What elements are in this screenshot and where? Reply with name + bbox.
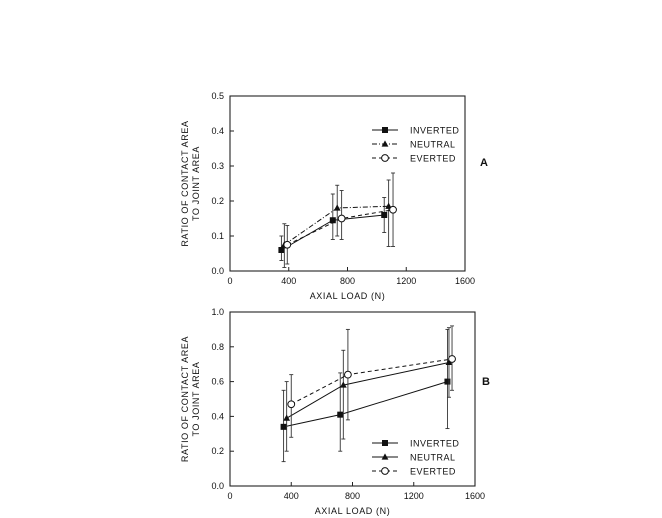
legend-label: NEUTRAL: [410, 140, 456, 150]
data-point: [444, 378, 451, 385]
y-tick-label: 0.4: [211, 411, 224, 421]
y-tick-label: 0.2: [211, 196, 224, 206]
y-axis-title: RATIO OF CONTACT AREA: [180, 120, 190, 246]
x-tick-label: 1600: [465, 491, 485, 501]
data-point: [448, 355, 456, 363]
legend-label: INVERTED: [410, 439, 459, 449]
x-tick-label: 400: [281, 276, 296, 286]
y-tick-label: 0.6: [211, 377, 224, 387]
data-point: [389, 205, 397, 214]
data-point: [344, 370, 352, 379]
data-point: [337, 214, 346, 223]
legend-marker: [381, 154, 389, 162]
data-point: [283, 240, 292, 249]
panel-label: A: [480, 157, 488, 169]
x-tick-label: 400: [284, 491, 299, 501]
series-neutral: [283, 327, 453, 452]
legend-marker: [382, 127, 388, 133]
series-line: [283, 381, 448, 428]
y-axis-title: RATIO OF CONTACT AREA: [180, 336, 190, 462]
data-point: [333, 204, 341, 211]
x-tick-label: 1200: [396, 276, 416, 286]
legend-label: INVERTED: [410, 126, 459, 136]
plot-frame: [229, 95, 466, 272]
y-axis-title: TO JOINT AREA: [191, 362, 201, 437]
data-point: [337, 411, 344, 418]
data-point: [287, 400, 296, 409]
data-point: [339, 381, 347, 388]
x-axis-title: AXIAL LOAD (N): [315, 506, 391, 516]
panel-a-chart: 0 400 800 1200 1600 0.0 0.1 0.2 0.3 0.4 0.5 AXIAL L…: [180, 91, 488, 301]
data-point: [280, 423, 287, 430]
x-tick-label: 800: [345, 491, 360, 501]
data-point: [278, 247, 285, 253]
y-tick-label: 0.5: [211, 91, 224, 101]
x-tick-label: 0: [227, 276, 232, 286]
series-line: [291, 358, 453, 405]
legend-label: NEUTRAL: [410, 453, 456, 463]
legend-label: EVERTED: [410, 467, 456, 477]
panel-b-chart: 0 400 800 1200 1600 0.0 0.2 0.4 0.6 0.8 1.0 AXIAL L…: [180, 307, 490, 516]
legend-marker: [381, 453, 389, 460]
legend-marker: [382, 440, 388, 446]
y-tick-label: 0.0: [211, 266, 224, 276]
x-tick-label: 1600: [455, 276, 475, 286]
series-inverted: [278, 193, 388, 261]
x-tick-label: 1200: [404, 491, 424, 501]
series-line: [286, 361, 450, 419]
y-tick-label: 0.0: [211, 481, 224, 491]
legend-label: EVERTED: [410, 154, 456, 164]
y-tick-label: 0.4: [211, 126, 224, 136]
series-everted: [283, 172, 397, 265]
y-tick-label: 0.2: [211, 446, 224, 456]
x-axis-title: AXIAL LOAD (N): [310, 291, 386, 301]
y-tick-label: 0.8: [211, 342, 224, 352]
legend-marker: [381, 467, 389, 475]
x-tick-label: 0: [227, 491, 232, 501]
y-axis-title: TO JOINT AREA: [191, 146, 201, 221]
data-point: [445, 358, 453, 366]
y-tick-label: 0.3: [211, 161, 224, 171]
data-point: [283, 414, 291, 421]
panel-label: B: [482, 376, 490, 388]
data-point: [381, 212, 388, 218]
series-neutral: [280, 179, 393, 268]
legend-marker: [381, 140, 389, 147]
series-inverted: [280, 328, 451, 463]
series-everted: [287, 325, 456, 438]
x-tick-label: 800: [340, 276, 355, 286]
data-point: [329, 217, 336, 224]
y-tick-label: 0.1: [211, 231, 224, 241]
y-tick-label: 1.0: [211, 307, 224, 317]
